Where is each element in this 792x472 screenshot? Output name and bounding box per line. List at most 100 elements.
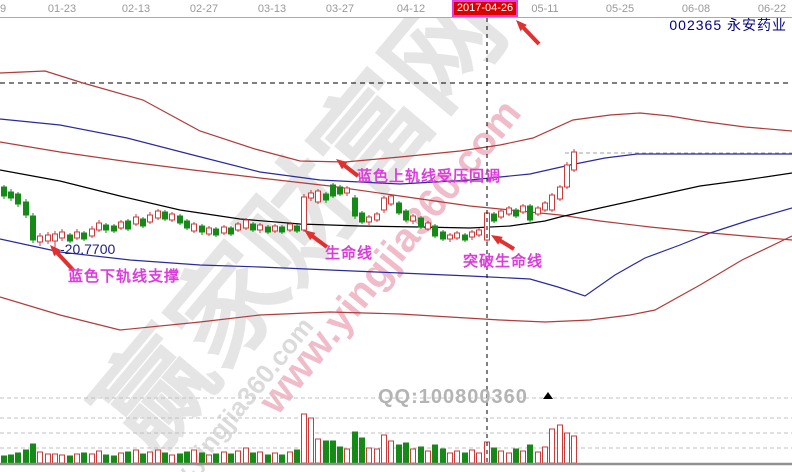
volume-bar <box>454 450 460 464</box>
annotation-arrow-head <box>516 20 527 32</box>
volume-bar <box>96 450 102 464</box>
candle-body <box>206 227 212 235</box>
candle-body <box>45 234 51 242</box>
candle-body <box>557 186 563 200</box>
candle-body <box>476 229 482 236</box>
volume-bar <box>330 440 336 464</box>
volume-bar <box>191 449 197 464</box>
annotation-arrow-shaft <box>53 249 76 273</box>
volume-bar <box>491 447 497 464</box>
volume-bar <box>103 454 109 464</box>
volume-bar <box>52 453 58 464</box>
candle-body <box>140 218 146 227</box>
volume-bar <box>440 448 446 464</box>
annotation-blue-upper-pullback: 蓝色上轨线受压回调 <box>357 168 502 185</box>
candle-body <box>440 231 446 240</box>
axis-date-label: 06-22 <box>757 3 787 15</box>
volume-bar <box>235 450 241 464</box>
candle-body <box>337 186 343 195</box>
axis-date-label: 01-23 <box>47 3 77 15</box>
candle-body <box>381 197 387 211</box>
volume-bar <box>301 413 307 464</box>
volume-bar <box>59 454 65 464</box>
candle-body <box>96 222 102 231</box>
annotation-arrow-shaft <box>309 233 329 249</box>
candle-body <box>103 224 109 231</box>
volume-bar <box>23 449 29 464</box>
date-axis: 01-09 01-23 02-13 02-27 03-13 03-27 04-12 05-11… <box>0 0 792 18</box>
candle-body <box>235 223 241 231</box>
candle-body <box>15 193 21 205</box>
candle-body <box>287 223 293 231</box>
volume-bar <box>425 450 431 464</box>
volume-bar <box>469 449 475 464</box>
candle-body <box>74 231 80 239</box>
annotation-life-line: 生命线 <box>325 245 374 262</box>
highlight-date-label: 2017-04-26 <box>456 2 514 14</box>
candle-body <box>155 210 161 219</box>
volume-bar <box>265 454 271 464</box>
volume-bar <box>177 453 183 464</box>
candle-body <box>228 227 234 235</box>
volume-bar <box>535 451 541 464</box>
candle-body <box>498 210 504 218</box>
band-line-red-lower <box>0 235 792 331</box>
candle-body <box>162 211 168 220</box>
band-line-black-mid <box>0 169 792 229</box>
candle-body <box>418 217 424 228</box>
volume-bars <box>1 413 577 464</box>
highlight-date-box: 2017-04-26 <box>452 0 518 17</box>
axis-date-label: 02-13 <box>121 3 151 15</box>
volume-bar <box>74 453 80 464</box>
candle-body <box>513 209 519 217</box>
axis-date-label: 03-27 <box>325 3 355 15</box>
volume-bar <box>352 431 358 464</box>
candle-body <box>169 213 175 221</box>
volume-bar <box>396 444 402 464</box>
volume-bar <box>243 447 249 464</box>
band-line-blue-lower <box>0 207 792 297</box>
candle-body <box>425 222 431 230</box>
volume-bar <box>279 454 285 464</box>
axis-date-label: 03-13 <box>257 3 287 15</box>
axis-date-label: 05-25 <box>605 3 635 15</box>
volume-bar <box>447 452 453 464</box>
volume-bar <box>557 424 563 464</box>
volume-bar <box>30 443 36 464</box>
volume-bar <box>520 450 526 464</box>
candle-body <box>125 220 131 230</box>
annotation-arrow-head <box>491 235 503 245</box>
axis-date-label: 01-09 <box>0 3 7 15</box>
candle-body <box>52 233 58 242</box>
axis-date-label: 05-11 <box>531 3 559 15</box>
band-line-blue-upper <box>0 118 792 185</box>
volume-bar <box>118 452 124 464</box>
volume-bar <box>476 452 482 464</box>
candle-body <box>359 212 365 223</box>
volume-bar <box>37 451 43 464</box>
volume-bar <box>549 428 555 464</box>
volume-bar <box>67 455 73 464</box>
annotation-arrow-shaft <box>520 24 541 46</box>
price-label: -20.7700 <box>60 241 116 257</box>
volume-bar <box>513 448 519 464</box>
candle-body <box>257 224 263 231</box>
candle-body <box>279 226 285 233</box>
band-lines <box>0 70 792 331</box>
volume-bar <box>272 452 278 464</box>
candle-body <box>323 193 329 201</box>
candle-body <box>447 234 453 240</box>
volume-bar <box>213 453 219 464</box>
candle-body <box>147 214 153 223</box>
volume-bar <box>162 452 168 464</box>
candle-body <box>89 228 95 237</box>
candle-body <box>221 226 227 234</box>
volume-bar <box>228 453 234 464</box>
volume-bar <box>564 432 570 464</box>
volume-bar <box>169 454 175 464</box>
triangle-marker <box>543 392 553 399</box>
volume-bar <box>498 450 504 464</box>
candle-body <box>315 190 321 203</box>
candle-body <box>184 220 190 229</box>
